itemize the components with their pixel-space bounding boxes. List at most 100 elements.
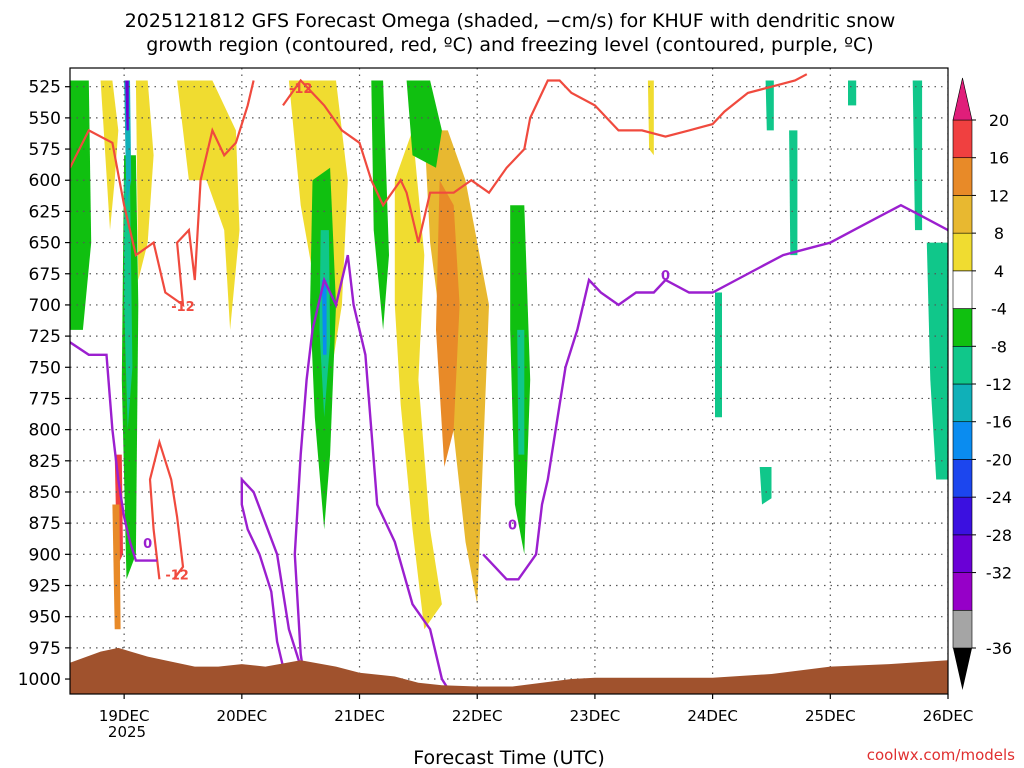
y-tick-label-525: 525 bbox=[29, 78, 61, 98]
omega-region-17 bbox=[124, 180, 133, 430]
omega-region-3 bbox=[394, 130, 442, 630]
y-tick-label-675: 675 bbox=[29, 265, 61, 285]
colorbar-swatch-bottom bbox=[953, 648, 972, 690]
colorbar-label-12: 12 bbox=[989, 186, 1009, 205]
omega-region-11 bbox=[406, 80, 442, 168]
colorbar-label-4: -24 bbox=[986, 488, 1012, 507]
y-tick-label-950: 950 bbox=[29, 608, 61, 628]
colorbar-swatch-9 bbox=[952, 308, 973, 347]
omega-region-5 bbox=[436, 180, 460, 467]
colorbar-swatch-7 bbox=[952, 383, 973, 423]
colorbar-label-14: 20 bbox=[989, 111, 1009, 130]
colorbar-swatch-14 bbox=[952, 119, 973, 159]
colorbar-swatch-3 bbox=[952, 534, 973, 573]
omega-region-14 bbox=[517, 329, 525, 455]
colorbar-label-9: -4 bbox=[991, 300, 1007, 319]
axes: 525 550 575 600 625 650 675 700 725 750 775 800 825 8… bbox=[18, 67, 974, 725]
omega-region-21 bbox=[112, 504, 121, 630]
freezing-label-0: 0 bbox=[143, 537, 152, 552]
omega-region-18 bbox=[124, 80, 132, 206]
x-tick-label-26DEC: 26DEC bbox=[923, 707, 974, 725]
y-tick-label-725: 725 bbox=[29, 327, 61, 347]
y-tick-label-925: 925 bbox=[29, 577, 61, 597]
y-tick-label-850: 850 bbox=[29, 483, 61, 503]
plot-area: -12 -12 -12 0 0 0 bbox=[70, 68, 948, 694]
y-tick-label-800: 800 bbox=[29, 421, 61, 441]
colorbar-swatch-12 bbox=[952, 195, 973, 234]
colorbar-label-11: 8 bbox=[994, 224, 1004, 243]
x-tick-label-20DEC: 20DEC bbox=[217, 707, 268, 725]
omega-region-23 bbox=[789, 130, 798, 256]
y-tick-label-975: 975 bbox=[29, 639, 61, 659]
omega-region-10 bbox=[321, 280, 327, 355]
y-tick-label-750: 750 bbox=[29, 358, 61, 378]
dgz-label-2: -12 bbox=[165, 568, 189, 583]
y-tick-label-1000: 1000 bbox=[18, 670, 61, 690]
colorbar-swatch-top bbox=[952, 77, 973, 121]
freezing-contour-1 bbox=[240, 476, 302, 692]
colorbar-label-13: 16 bbox=[989, 149, 1009, 168]
x-tick-label-21DEC: 21DEC bbox=[334, 707, 385, 725]
y-tick-label-875: 875 bbox=[29, 514, 61, 534]
x-tick-label-22DEC: 22DEC bbox=[452, 707, 503, 725]
omega-region-7 bbox=[647, 80, 654, 156]
omega-region-25 bbox=[759, 467, 772, 505]
colorbar-label-0: -36 bbox=[986, 639, 1012, 658]
plot-frame bbox=[69, 67, 949, 695]
chart-title-line2: growth region (contoured, red, ºC) and f… bbox=[146, 34, 873, 56]
colorbar-swatch-2 bbox=[952, 572, 973, 611]
colorbar-swatch-10 bbox=[952, 270, 973, 309]
dgz-contour-1 bbox=[282, 73, 808, 243]
y-tick-label-625: 625 bbox=[29, 202, 61, 222]
x-tick-label-23DEC: 23DEC bbox=[570, 707, 621, 725]
x-tick-label-24DEC: 24DEC bbox=[687, 707, 738, 725]
y-tick-label-550: 550 bbox=[29, 109, 61, 129]
omega-region-22 bbox=[765, 80, 774, 131]
freezing-contour-2 bbox=[293, 254, 453, 694]
terrain-fill bbox=[70, 647, 948, 694]
y-tick-label-575: 575 bbox=[29, 140, 61, 160]
freezing-contour-3 bbox=[482, 203, 948, 581]
dgz-contour-2 bbox=[148, 438, 185, 580]
colorbar: -36 -32 -28 -24 -20 -16 -12 -8 -4 4 8 12 16 20 bbox=[952, 77, 1012, 690]
colorbar-swatch-13 bbox=[952, 157, 973, 196]
omega-region-0 bbox=[100, 80, 119, 231]
colorbar-label-5: -20 bbox=[986, 450, 1012, 469]
colorbar-swatch-6 bbox=[952, 421, 973, 460]
omega-region-15 bbox=[70, 80, 92, 330]
omega-region-28 bbox=[848, 80, 857, 106]
freezing-label-3: 0 bbox=[508, 518, 517, 533]
omega-region-19 bbox=[125, 80, 129, 131]
colorbar-label-10: 4 bbox=[994, 262, 1004, 281]
omega-region-2 bbox=[177, 80, 240, 330]
colorbar-swatch-8 bbox=[952, 345, 973, 385]
y-tick-label-825: 825 bbox=[29, 452, 61, 472]
y-tick-label-775: 775 bbox=[29, 389, 61, 409]
colorbar-label-6: -16 bbox=[986, 413, 1012, 432]
colorbar-label-2: -32 bbox=[986, 564, 1012, 583]
credit-text: coolwx.com/models bbox=[867, 746, 1015, 764]
omega-region-24 bbox=[715, 292, 722, 418]
x-axis-title: Forecast Time (UTC) bbox=[413, 747, 604, 768]
colorbar-swatch-4 bbox=[952, 496, 973, 536]
y-tick-label-700: 700 bbox=[29, 296, 61, 316]
freezing-label-1: 0 bbox=[661, 269, 670, 284]
dgz-label-1: -12 bbox=[289, 82, 313, 97]
colorbar-label-8: -8 bbox=[991, 337, 1007, 356]
colorbar-label-7: -12 bbox=[986, 375, 1012, 394]
x-tick-label-25DEC: 25DEC bbox=[805, 707, 856, 725]
plot-inner: -12 -12 -12 0 0 0 bbox=[70, 68, 948, 694]
x-tick-label-19DEC: 19DEC bbox=[99, 707, 150, 725]
dgz-label-0: -12 bbox=[171, 300, 195, 315]
colorbar-swatch-1 bbox=[952, 609, 973, 649]
y-tick-label-650: 650 bbox=[29, 234, 61, 254]
year-label: 2025 bbox=[108, 723, 146, 741]
dgz-contour-0 bbox=[70, 80, 255, 308]
omega-region-12 bbox=[371, 80, 389, 330]
colorbar-label-3: -28 bbox=[986, 526, 1012, 545]
y-tick-label-900: 900 bbox=[29, 545, 61, 565]
chart-title-line1: 2025121812 GFS Forecast Omega (shaded, −… bbox=[125, 10, 896, 32]
colorbar-swatch-11 bbox=[952, 232, 973, 272]
y-tick-label-600: 600 bbox=[29, 171, 61, 191]
